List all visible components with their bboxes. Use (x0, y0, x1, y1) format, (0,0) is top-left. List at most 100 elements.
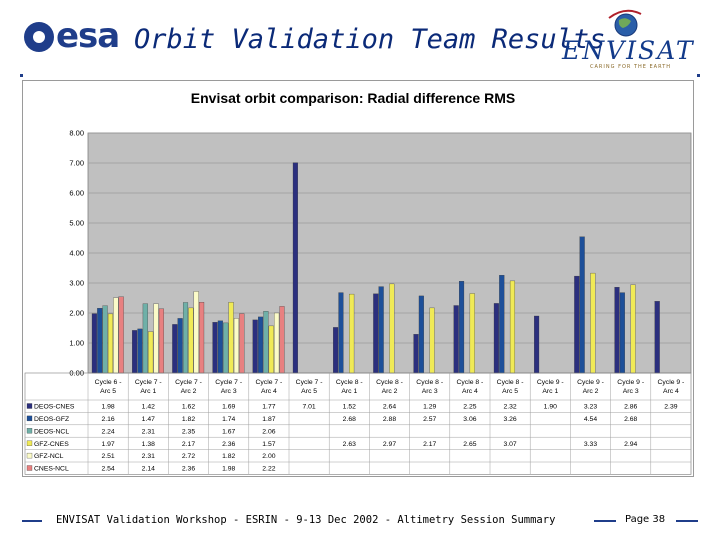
data-label: 1.82 (182, 416, 195, 423)
bar (263, 311, 269, 374)
bar (223, 322, 229, 374)
data-label: 2.16 (101, 416, 114, 423)
category-label: Arc 1 (140, 388, 156, 395)
bar (252, 319, 258, 374)
category-label: Cycle 9 - (617, 379, 644, 386)
bar (137, 328, 143, 374)
data-label: 2.94 (624, 441, 637, 448)
data-label: 3.23 (584, 404, 597, 411)
table-series-name: DEOS-NCL (34, 428, 69, 435)
bar (177, 318, 183, 374)
data-label: 2.31 (142, 453, 155, 460)
footer-divider-left (22, 520, 42, 522)
category-label: Cycle 8 - (497, 379, 524, 386)
category-label: Arc 1 (341, 388, 357, 395)
data-label: 1.74 (222, 416, 235, 423)
bar (132, 330, 138, 374)
data-label: 1.47 (142, 416, 155, 423)
category-label: Arc 4 (462, 388, 478, 395)
data-label: 4.54 (584, 416, 597, 423)
chart-panel: Envisat orbit comparison: Radial differe… (22, 80, 694, 477)
bar (614, 287, 620, 374)
decoration-dot-right (697, 74, 700, 77)
bar (142, 303, 148, 374)
data-label: 1.90 (544, 404, 557, 411)
esa-logo: esa (22, 16, 132, 60)
data-label: 2.00 (262, 453, 275, 460)
bar (182, 302, 189, 374)
data-label: 7.01 (302, 404, 315, 411)
bar (113, 297, 119, 374)
data-label: 2.68 (343, 416, 356, 423)
category-label: Arc 4 (663, 388, 679, 395)
category-label: Cycle 7 - (175, 379, 202, 386)
category-label: Arc 2 (583, 388, 599, 395)
envisat-logo-text: ENVISAT (562, 36, 695, 65)
bar (158, 308, 164, 374)
bar (469, 293, 475, 374)
bar (212, 322, 218, 374)
category-label: Cycle 8 - (416, 379, 443, 386)
table-series-swatch (26, 440, 33, 446)
category-label: Arc 3 (221, 388, 237, 395)
y-tick-label: 6.00 (69, 189, 84, 198)
data-label: 2.64 (383, 404, 396, 411)
footer-text: ENVISAT Validation Workshop - ESRIN - 9-… (56, 514, 556, 526)
bar (349, 293, 355, 374)
bar (258, 316, 264, 374)
data-label: 3.06 (463, 416, 476, 423)
data-label: 1.87 (262, 416, 275, 423)
bar (534, 315, 540, 374)
data-label: 2.31 (142, 428, 155, 435)
data-label: 1.98 (222, 466, 235, 473)
bar (429, 307, 435, 374)
data-label: 1.82 (222, 453, 235, 460)
data-label: 2.36 (222, 441, 235, 448)
bar (239, 313, 245, 374)
category-label: Cycle 7 - (135, 379, 162, 386)
category-label: Arc 4 (261, 388, 277, 395)
esa-logo-text: esa (56, 16, 120, 56)
category-label: Arc 5 (502, 388, 518, 395)
bar (574, 275, 580, 374)
slide-title: Orbit Validation Team Results (134, 24, 606, 55)
bar (338, 292, 344, 374)
footer-divider-right (676, 520, 698, 522)
category-label: Cycle 7 - (296, 379, 323, 386)
bar (453, 305, 459, 374)
y-tick-label: 1.00 (69, 339, 84, 348)
table-series-name: CNES-NCL (34, 466, 69, 473)
bar (579, 236, 585, 374)
category-label: Cycle 9 - (577, 379, 604, 386)
bar (499, 275, 505, 374)
data-label: 2.22 (262, 466, 275, 473)
envisat-tagline: CARING FOR THE EARTH (590, 64, 672, 70)
bar (107, 313, 114, 374)
bar (148, 331, 154, 374)
radial-rms-chart: Envisat orbit comparison: Radial differe… (24, 90, 692, 475)
chart-title: Envisat orbit comparison: Radial differe… (191, 90, 515, 106)
data-label: 2.32 (503, 404, 516, 411)
data-label: 2.72 (182, 453, 195, 460)
data-label: 1.42 (142, 404, 155, 411)
category-label: Cycle 8 - (456, 379, 483, 386)
bar (459, 281, 465, 374)
bar (102, 305, 108, 374)
table-series-swatch (26, 403, 33, 409)
category-label: Arc 2 (382, 388, 398, 395)
globe-icon (608, 9, 642, 37)
category-label: Cycle 7 - (215, 379, 242, 386)
category-label: Cycle 8 - (376, 379, 403, 386)
table-series-swatch (26, 428, 33, 434)
decoration-dot-left (20, 74, 23, 77)
bar (118, 296, 124, 374)
data-label: 2.97 (383, 441, 396, 448)
category-label: Arc 5 (100, 388, 116, 395)
data-label: 2.68 (624, 416, 637, 423)
bar (378, 286, 384, 374)
bar (389, 283, 395, 374)
y-tick-label: 4.00 (69, 249, 84, 258)
table-series-swatch (26, 415, 33, 422)
data-label: 2.36 (182, 466, 195, 473)
bar (493, 303, 499, 374)
